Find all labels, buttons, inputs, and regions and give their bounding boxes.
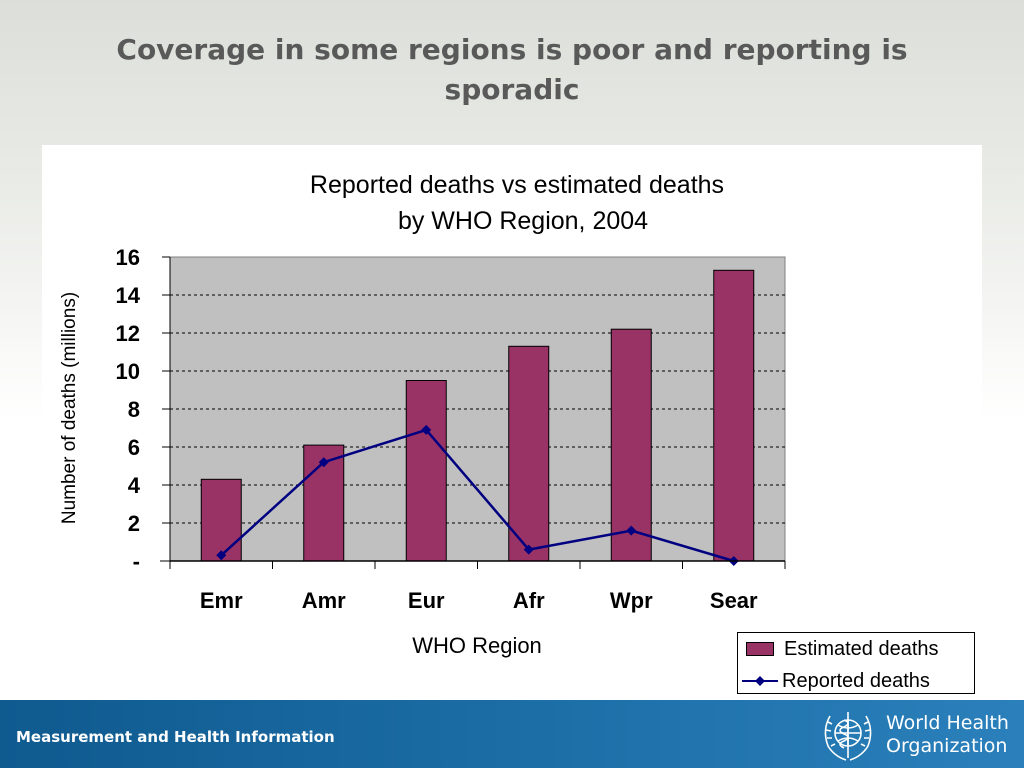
x-axis-title: WHO Region (412, 633, 542, 658)
bar (405, 380, 447, 562)
x-tick-label: Afr (513, 588, 545, 613)
organization-name-line2: Organization (886, 735, 1008, 757)
axes: - 2 4 6 8 10 12 14 16 Emr Amr Eur Afr Wpr Sear (116, 245, 786, 613)
y-tick-label: 8 (128, 397, 140, 422)
organization-name: World Health Organization (886, 712, 1009, 758)
chart-legend: Estimated deaths Reported deaths (737, 632, 975, 694)
legend-swatch-estimated (746, 642, 774, 656)
chart: Reported deaths vs estimated deaths by W… (59, 171, 786, 658)
y-tick-label: 4 (128, 473, 141, 498)
who-emblem-icon (824, 712, 872, 761)
x-tick-label: Eur (408, 588, 445, 613)
data-point (318, 457, 329, 468)
x-tick-label: Emr (200, 588, 243, 613)
legend-item-estimated: Estimated deaths (742, 637, 972, 661)
gridlines (170, 294, 785, 524)
chart-title: Reported deaths vs estimated deaths (310, 171, 724, 199)
series-line (220, 428, 735, 563)
footer-text: Measurement and Health Information (16, 728, 335, 746)
y-tick-label: 16 (116, 245, 140, 270)
legend-item-reported: Reported deaths (742, 669, 972, 693)
x-tick-label: Wpr (610, 588, 653, 613)
y-tick-label: 2 (128, 511, 140, 536)
data-point (421, 424, 432, 435)
line-series-reported (216, 424, 739, 566)
organization-name-line1: World Health (886, 712, 1009, 734)
legend-swatch-reported (742, 676, 778, 686)
data-point (216, 550, 227, 561)
y-axis-title: Number of deaths (millions) (59, 292, 80, 524)
x-tick-label: Amr (302, 588, 346, 613)
y-tick-label: 10 (116, 359, 140, 384)
bar (713, 269, 755, 562)
data-point (523, 544, 534, 555)
legend-label-estimated: Estimated deaths (784, 637, 939, 660)
y-tick-label: 14 (116, 283, 141, 308)
x-tick-label: Sear (710, 588, 758, 613)
bar (508, 345, 550, 562)
y-tick-label: 12 (116, 321, 140, 346)
slide-title: Coverage in some regions is poor and rep… (116, 33, 908, 106)
bar (200, 478, 242, 562)
data-point (626, 525, 637, 536)
y-tick-label: 6 (128, 435, 140, 460)
y-tick-label: - (133, 549, 140, 574)
footer-bar: Measurement and Health Information (0, 700, 1024, 768)
chart-subtitle: by WHO Region, 2004 (398, 207, 648, 235)
legend-label-reported: Reported deaths (782, 669, 930, 692)
